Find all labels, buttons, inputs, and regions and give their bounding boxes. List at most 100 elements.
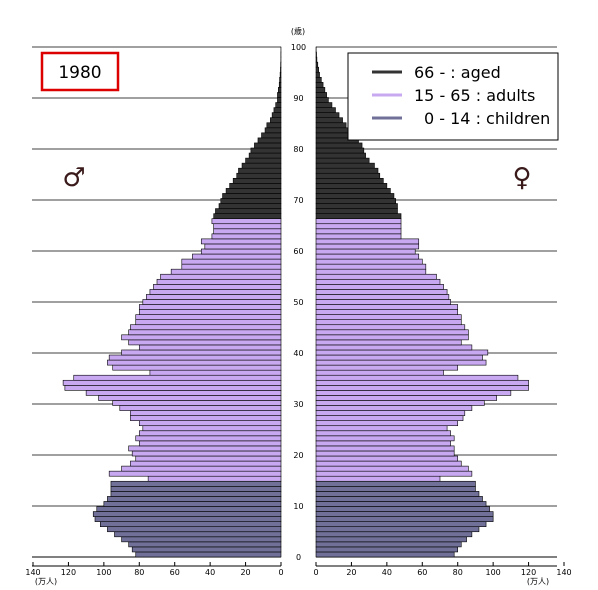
male-bar-row-31 <box>98 395 282 401</box>
female-bar-row-30 <box>315 400 485 406</box>
male-bar-row-82 <box>257 137 282 144</box>
male-bar-row-8 <box>92 511 282 517</box>
male-bar-row-28 <box>130 410 282 416</box>
male-bar-row-34 <box>62 379 282 386</box>
female-bar-row-88 <box>315 107 336 113</box>
male-bar-row-36 <box>149 369 282 376</box>
female-bar-row-44 <box>315 329 469 336</box>
male-bar-row-89 <box>275 102 282 108</box>
male-bar-row-24 <box>138 430 282 437</box>
male-bar-row-4 <box>114 531 282 538</box>
female-bar-row-23 <box>315 435 455 442</box>
male-bar-row-65 <box>213 223 282 230</box>
female-bar-row-27 <box>315 415 464 421</box>
female-bar-row-73 <box>315 183 388 189</box>
pop-tick-label-left-40: 40 <box>205 568 215 577</box>
male-bar-row-75 <box>236 172 282 179</box>
female-bar-row-57 <box>315 263 427 270</box>
female-bar-row-26 <box>315 420 459 427</box>
female-bar-row-41 <box>315 344 473 351</box>
male-bar-row-32 <box>85 390 282 396</box>
age-tick-10: 10 <box>293 502 303 511</box>
male-bar-row-17 <box>121 465 282 472</box>
female-bar-row-79 <box>315 152 366 159</box>
pop-tick-label-right-140: 140 <box>556 568 571 577</box>
age-tick-30: 30 <box>293 400 303 409</box>
age-tick-0: 0 <box>296 553 301 562</box>
male-bar-row-51 <box>146 294 282 300</box>
female-bar-row-12 <box>315 491 480 497</box>
male-bar-row-20 <box>131 450 282 457</box>
male-bar-row-33 <box>64 385 282 391</box>
female-bar-row-52 <box>315 289 448 295</box>
male-bar-row-49 <box>138 304 282 310</box>
population-tick-labels: 0 0 20 20 40 40 60 60 80 80 100 100 120 120 140 140 <box>25 562 572 577</box>
female-bar-row-35 <box>315 374 519 381</box>
male-bar-row-95 <box>279 71 282 78</box>
female-bar-row-97 <box>315 61 319 68</box>
legend-label-children: 0 - 14 : children <box>424 109 550 128</box>
female-bar-row-7 <box>315 516 494 522</box>
male-bar-row-7 <box>94 516 282 522</box>
female-bar-row-2 <box>315 541 462 548</box>
pop-tick-label-right-40: 40 <box>382 568 392 577</box>
female-bar-row-17 <box>315 465 469 472</box>
male-bar-row-0 <box>135 551 282 558</box>
male-bar-row-56 <box>170 268 282 275</box>
male-bar-row-23 <box>135 435 282 442</box>
male-bar-row-85 <box>266 122 282 129</box>
female-bar-row-1 <box>315 546 459 553</box>
male-bar-row-43 <box>121 334 282 341</box>
female-bar-row-13 <box>315 486 476 492</box>
female-bar-row-89 <box>315 102 333 108</box>
pop-tick-label-left-80: 80 <box>134 568 144 577</box>
female-bar-row-25 <box>315 425 448 432</box>
male-bar-row-22 <box>138 440 282 447</box>
female-bar-row-55 <box>315 273 437 280</box>
female-bar-row-70 <box>315 198 397 204</box>
male-bar-row-54 <box>156 278 282 285</box>
male-bar-row-60 <box>200 248 282 255</box>
female-bar-row-72 <box>315 188 391 194</box>
female-bar-row-28 <box>315 410 466 416</box>
female-bar-row-16 <box>315 470 473 477</box>
pop-tick-label-left-60: 60 <box>170 568 180 577</box>
pop-tick-label-left-120: 120 <box>61 568 76 577</box>
female-bar-row-81 <box>315 142 363 149</box>
pop-tick-label-right-0: 0 <box>313 568 318 577</box>
male-bar-row-79 <box>248 152 282 159</box>
female-bar-row-31 <box>315 395 497 401</box>
female-bar-row-21 <box>315 445 455 452</box>
male-bar-row-26 <box>138 420 282 427</box>
male-bar-row-69 <box>218 203 282 209</box>
female-bar-row-19 <box>315 455 459 462</box>
female-bar-row-22 <box>315 440 451 447</box>
female-bar-row-84 <box>315 127 352 134</box>
male-bar-row-37 <box>112 364 282 371</box>
male-bar-row-12 <box>110 491 282 497</box>
female-bar-row-0 <box>315 551 455 558</box>
pop-tick-label-right-100: 100 <box>486 568 501 577</box>
age-tick-20: 20 <box>293 451 303 460</box>
female-bar-row-63 <box>315 233 402 240</box>
female-bar-row-10 <box>315 501 487 507</box>
male-bar-row-93 <box>278 82 282 88</box>
female-bar-row-39 <box>315 354 483 361</box>
male-bar-row-27 <box>130 415 282 421</box>
female-bar-row-74 <box>315 177 384 184</box>
female-bar-row-38 <box>315 359 487 366</box>
female-bar-row-67 <box>315 213 402 219</box>
age-tick-labels: 0 10 20 30 40 50 60 70 80 90 100 <box>291 43 306 562</box>
female-bar-row-65 <box>315 223 402 230</box>
male-bar-row-13 <box>110 486 282 492</box>
male-bar-row-6 <box>100 521 282 528</box>
male-bar-row-92 <box>278 87 282 93</box>
female-bar-row-49 <box>315 304 459 310</box>
male-population-unit: (万人) <box>35 577 57 586</box>
age-tick-70: 70 <box>293 196 303 205</box>
pop-tick-label-left-100: 100 <box>96 568 111 577</box>
female-bar-row-43 <box>315 334 469 341</box>
female-bar-row-96 <box>315 66 319 73</box>
female-bar-row-50 <box>315 299 451 305</box>
female-bar-row-4 <box>315 531 473 538</box>
